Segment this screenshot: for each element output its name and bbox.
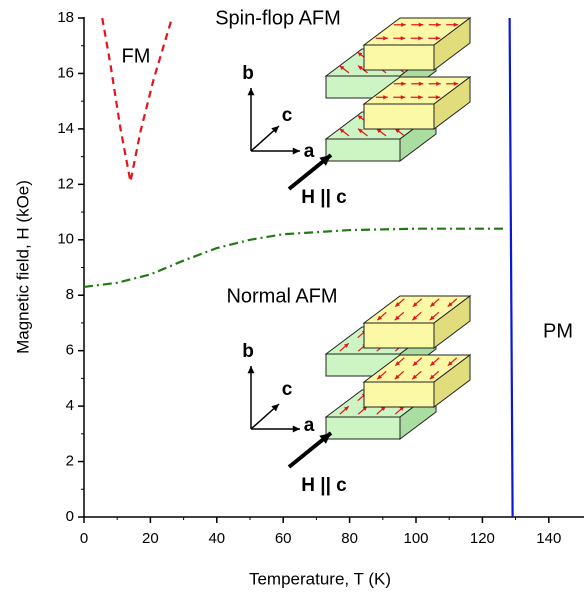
arrow-head <box>447 361 453 366</box>
arrow-head <box>377 315 383 321</box>
slab-side <box>433 354 471 408</box>
arrow-head <box>376 128 382 134</box>
arrow-head <box>319 433 331 444</box>
region-label: Normal AFM <box>226 285 337 307</box>
arrow-head <box>383 95 388 100</box>
x-axis-title: Temperature, T (K) <box>249 569 391 588</box>
x-tick-label: 0 <box>80 530 88 547</box>
slab-front <box>363 44 435 71</box>
arrow-head <box>412 361 418 366</box>
arrow-head <box>395 361 401 366</box>
arrow-head <box>435 95 441 100</box>
arrow-head <box>429 374 435 380</box>
axis-letter: c <box>282 105 293 126</box>
arrow-head <box>435 36 441 41</box>
insets <box>247 17 472 469</box>
arrow-head <box>430 302 436 307</box>
x-tick-label: 120 <box>470 530 495 547</box>
axis-letter: b <box>242 63 254 84</box>
arrow-head <box>357 52 363 57</box>
arrow-head <box>429 315 435 321</box>
x-tick-label: 40 <box>208 530 225 547</box>
y-tick-label: 16 <box>57 64 74 81</box>
arrow-head <box>339 128 345 134</box>
arrow-head <box>418 95 423 100</box>
arrow-head <box>343 343 349 348</box>
arrow-head <box>436 22 441 27</box>
arrow-head <box>418 36 423 41</box>
arrow-head <box>401 81 406 86</box>
slab-front <box>325 138 401 162</box>
arrow-head <box>400 95 406 100</box>
y-tick-label: 6 <box>66 342 74 359</box>
axis-letter: b <box>242 341 254 362</box>
y-tick-label: 10 <box>57 231 74 248</box>
slab-side <box>433 76 471 130</box>
slab-side <box>433 17 471 71</box>
arrow-head <box>271 404 279 412</box>
field-label: H || c <box>301 475 347 496</box>
arrow-head <box>357 128 363 134</box>
arrow-head <box>394 128 400 134</box>
slab-front <box>363 103 435 130</box>
x-tick-label: 100 <box>403 530 428 547</box>
y-tick-label: 2 <box>66 453 74 470</box>
slab-side <box>433 295 471 349</box>
arrow-head <box>412 302 418 307</box>
arrow-head <box>343 406 349 411</box>
slab-front <box>363 322 435 349</box>
arrow-head <box>247 366 255 374</box>
axis-letter: c <box>282 379 293 400</box>
x-tick-label: 60 <box>275 530 292 547</box>
arrow-head <box>418 81 424 86</box>
inset <box>247 295 472 469</box>
x-tick-label: 20 <box>142 530 159 547</box>
y-tick-label: 12 <box>57 175 74 192</box>
arrow-head <box>400 36 406 41</box>
x-tick-label: 80 <box>341 530 358 547</box>
slab-front <box>363 381 435 408</box>
y-tick-label: 0 <box>66 508 74 525</box>
field-label: H || c <box>301 187 347 208</box>
arrow-head <box>430 361 436 366</box>
arrow-head <box>247 88 255 96</box>
region-label: PM <box>543 320 573 342</box>
arrow-head <box>436 81 441 86</box>
y-tick-label: 8 <box>66 286 74 303</box>
arrow-head <box>395 302 401 307</box>
arrow-head <box>383 36 388 41</box>
axis-letter: a <box>304 415 315 436</box>
region-label: Spin-flop AFM <box>215 7 341 29</box>
arrow-head <box>412 315 418 321</box>
arrow-head <box>401 22 406 27</box>
arrow-head <box>453 22 459 27</box>
y-tick-label: 4 <box>66 397 74 414</box>
inset <box>247 17 472 191</box>
arrow-head <box>412 374 418 380</box>
arrow-head <box>271 126 279 134</box>
x-tick-label: 140 <box>536 530 561 547</box>
slab-front <box>325 416 401 440</box>
arrow-head <box>453 81 459 86</box>
axis-letter: a <box>304 141 315 162</box>
arrow-head <box>292 147 300 155</box>
arrow-head <box>292 425 300 433</box>
arrow-head <box>357 115 363 120</box>
phase-boundary <box>508 17 514 518</box>
y-tick-label: 18 <box>57 9 74 26</box>
arrow-head <box>447 302 453 307</box>
y-tick-label: 14 <box>57 120 74 137</box>
arrow-head <box>357 65 363 71</box>
phase-boundary <box>101 17 174 182</box>
y-axis-title: Magnetic field, H (kOe) <box>13 180 32 354</box>
arrow-head <box>418 22 424 27</box>
arrow-head <box>394 315 400 321</box>
region-label: FM <box>122 45 151 67</box>
arrow-head <box>319 155 331 166</box>
phase-boundary <box>83 227 506 289</box>
arrow-head <box>339 65 345 71</box>
arrow-head <box>394 374 400 380</box>
arrow-head <box>377 374 383 380</box>
